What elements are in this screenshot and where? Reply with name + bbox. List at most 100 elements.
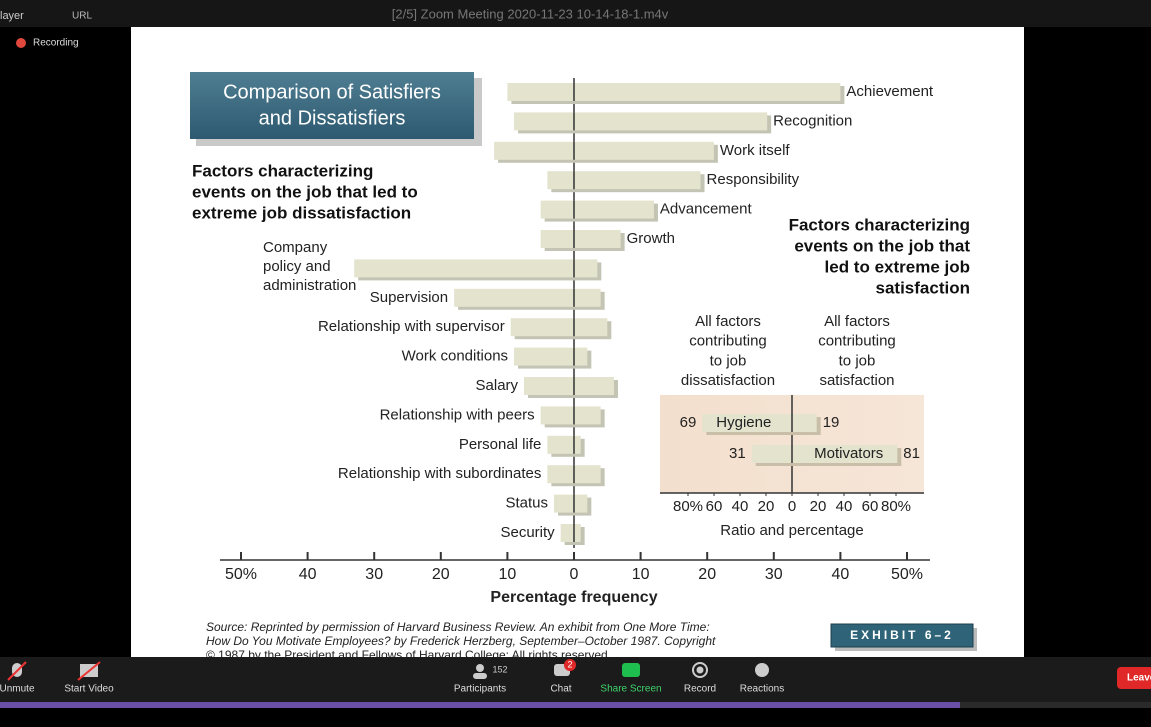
factor-label: Relationship with supervisor (318, 318, 505, 335)
dissatisfaction-bar (560, 524, 574, 542)
inset-value: 19 (823, 414, 840, 431)
satisfaction-bar (574, 377, 614, 395)
recording-dot (16, 38, 26, 48)
people-icon (476, 664, 484, 672)
factor-label: Work itself (720, 142, 791, 159)
satisfaction-bar (574, 347, 588, 366)
satisfaction-bar (574, 465, 601, 484)
share-button[interactable]: Share Screen (600, 663, 662, 695)
participants-label[interactable]: Participants (454, 684, 506, 695)
x-tick-label: 40 (299, 566, 317, 583)
factor-label: Work conditions (402, 348, 508, 365)
people-icon (473, 673, 487, 679)
inset-header: to job (710, 352, 747, 369)
x-tick-label: 20 (698, 566, 716, 583)
exhibit-label: EXHIBIT 6–2 (850, 628, 954, 642)
dissatisfaction-bar (524, 377, 574, 395)
leave-label[interactable]: Leave (1127, 673, 1151, 684)
satisfaction-bar (574, 435, 581, 454)
chat-label[interactable]: Chat (550, 684, 571, 695)
share-icon (622, 663, 640, 677)
title-box (190, 72, 474, 139)
inset-header: contributing (818, 333, 896, 350)
chat-badge (564, 659, 576, 671)
right-heading: satisfaction (876, 278, 970, 297)
satisfaction-bar (574, 494, 588, 513)
satisfaction-bar (574, 83, 841, 101)
dissatisfaction-bar (494, 141, 574, 160)
menu[interactable]: layer (0, 10, 24, 22)
factor-label: Relationship with peers (380, 406, 535, 423)
satisfaction-bar (574, 200, 654, 219)
satisfaction-bar (792, 414, 817, 432)
inset-tick-label: 80% (881, 498, 911, 515)
factor-label: Company policy and administration (263, 239, 357, 295)
dissatisfaction-bar (510, 318, 574, 337)
recording-label: Recording (33, 38, 79, 49)
dissatisfaction-bar (540, 200, 574, 219)
chat-badge-count: 2 (567, 659, 572, 669)
dissatisfaction-bar (354, 259, 574, 278)
dissatisfaction-bar (514, 112, 574, 131)
title-bar (0, 0, 1151, 27)
inset-header: All factors (824, 313, 890, 330)
x-tick-label: 40 (832, 566, 850, 583)
inset-tick-label: 60 (706, 498, 723, 515)
dissatisfaction-bar (540, 406, 574, 425)
reactions-button[interactable]: Reactions (740, 663, 784, 695)
satisfaction-bar (574, 406, 601, 425)
file-title: [2/5] Zoom Meeting 2020-11-23 10-14-18-1… (392, 6, 669, 21)
inset-header: contributing (689, 333, 767, 350)
left-heading: events on the job that led to (192, 182, 418, 201)
factor-label: Responsibility (707, 171, 800, 188)
factor-label: Status (505, 495, 548, 512)
dissatisfaction-bar (514, 347, 574, 366)
share-label[interactable]: Share Screen (600, 684, 661, 695)
video-label[interactable]: Start Video (64, 684, 114, 695)
factor-label: Supervision (370, 289, 448, 306)
slide-title: Comparison of Satisfiers (223, 81, 441, 103)
factor-label-box: Company policy and administration (263, 239, 357, 295)
inset-tick-label: 80% (673, 498, 703, 515)
inset-row-label: Hygiene (716, 414, 771, 431)
inset-tick-label: 60 (862, 498, 879, 515)
chat-button[interactable]: 2 Chat (550, 659, 576, 695)
dissatisfaction-bar (547, 171, 574, 190)
url-button[interactable]: URL (72, 11, 92, 22)
leave-button[interactable]: Leave (1117, 667, 1151, 689)
dissatisfaction-bar (547, 435, 574, 454)
x-tick-label: 30 (365, 566, 383, 583)
inset-header: dissatisfaction (681, 372, 775, 389)
record-icon (696, 666, 704, 674)
inset-header: satisfaction (819, 372, 894, 389)
video-button[interactable]: Start Video (64, 661, 114, 695)
source: How Do You Motivate Employees? by Freder… (206, 634, 716, 648)
dissatisfaction-bar (540, 230, 574, 248)
right-heading: Factors characterizing (789, 215, 970, 234)
record-button[interactable]: Record (684, 662, 716, 695)
right-heading: events on the job that (794, 236, 970, 255)
inset-x-label: Ratio and percentage (720, 522, 863, 539)
satisfaction-bar (574, 288, 601, 307)
reactions-icon (755, 663, 769, 677)
mic-slash (7, 661, 27, 681)
left-heading: extreme job dissatisfaction (192, 203, 411, 222)
unmute-button[interactable]: Unmute (0, 661, 35, 695)
x-axis-label: Percentage frequency (490, 589, 657, 606)
inset-header: to job (839, 352, 876, 369)
satisfaction-bar (574, 230, 621, 248)
inset-value: 81 (903, 445, 920, 462)
participants-button[interactable]: 152 Participants (454, 664, 508, 695)
record-label[interactable]: Record (684, 684, 716, 695)
inset-tick-label: 0 (788, 498, 796, 515)
source: Source: Reprinted by permission of Harva… (206, 620, 710, 634)
factor-label: Relationship with subordinates (338, 465, 541, 482)
satisfaction-bar (574, 259, 598, 278)
reactions-label[interactable]: Reactions (740, 684, 784, 695)
factor-label: Recognition (773, 112, 852, 129)
dissatisfaction-bar (702, 414, 792, 432)
factor-label: Personal life (459, 436, 542, 453)
unmute-label[interactable]: Unmute (0, 684, 35, 695)
